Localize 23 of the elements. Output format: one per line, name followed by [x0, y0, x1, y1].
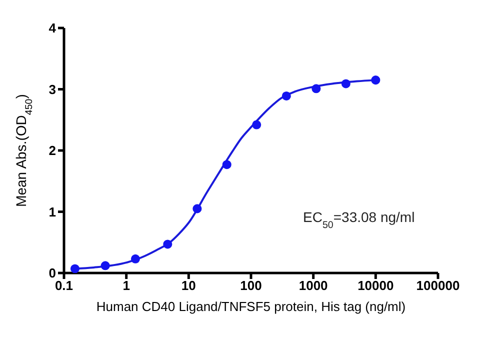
point	[100, 261, 110, 270]
point	[341, 79, 350, 88]
point	[252, 120, 262, 130]
point	[371, 76, 380, 85]
x-tick-label: 1	[122, 278, 130, 294]
x-tick-label: 10000	[358, 278, 394, 294]
y-tick-label: 0	[48, 266, 56, 281]
x-tick-label: 10	[181, 278, 196, 294]
point	[282, 91, 291, 100]
y-tick-label: 4	[48, 20, 57, 36]
x-tick-label: 1000	[298, 278, 328, 294]
y-tick-label: 1	[48, 204, 56, 220]
point	[312, 84, 321, 94]
point	[70, 264, 80, 273]
point	[222, 160, 232, 170]
x-tick-label: 100000	[416, 278, 460, 294]
y-tick-label: 3	[48, 82, 56, 97]
x-tick-label: 0.1	[54, 278, 74, 294]
point	[130, 254, 140, 264]
y-tick-label: 2	[48, 143, 56, 158]
annotation: EC$_{50}$=33.08 ng/ml	[303, 209, 415, 230]
x-tick-label: 100	[240, 278, 262, 294]
x-axis-title: Human CD40 Ligand/TNFSF5 protein, His tag (ng/ml)	[96, 299, 406, 314]
